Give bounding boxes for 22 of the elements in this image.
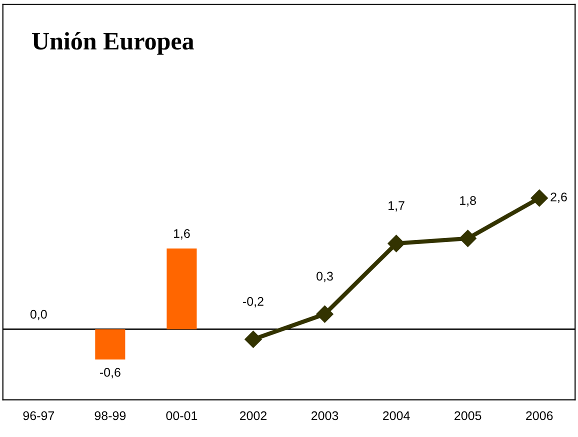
data-label: 2,6	[550, 192, 567, 203]
data-label: -0,6	[100, 368, 120, 378]
point	[459, 230, 476, 247]
point	[388, 234, 405, 252]
point	[244, 330, 262, 348]
x-tick-label: 2002	[240, 411, 267, 420]
point	[530, 190, 548, 207]
x-tick-label: 2006	[526, 411, 553, 420]
x-tick-label: 2004	[383, 411, 410, 420]
data-label: 0,3	[316, 272, 333, 282]
data-label: 0,0	[30, 310, 47, 320]
chart-title: Unión Europea	[32, 32, 194, 55]
x-tick-label: 2003	[311, 411, 338, 420]
data-label: 1,8	[460, 196, 476, 206]
point	[316, 306, 334, 323]
x-tick-label: 2005	[454, 411, 482, 420]
data-label: -0,2	[243, 297, 264, 308]
x-tick-label: 96-97	[23, 411, 54, 420]
data-label: 1,6	[174, 229, 190, 240]
data-label: 1,7	[388, 201, 404, 212]
x-tick-label: 98-99	[94, 411, 126, 420]
x-tick-label: 00-01	[166, 411, 198, 420]
